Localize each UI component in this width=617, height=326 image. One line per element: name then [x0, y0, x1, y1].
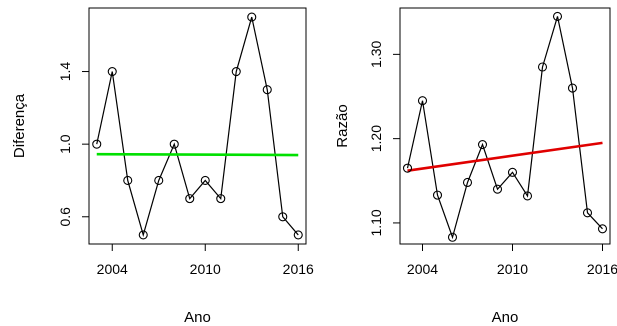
data-point — [154, 175, 164, 186]
data-point — [107, 66, 117, 77]
data-point — [231, 66, 241, 77]
data-point — [169, 139, 179, 149]
data-point — [402, 163, 413, 173]
series-line — [406, 16, 603, 240]
data-point — [597, 224, 608, 234]
plot-frame — [399, 7, 611, 245]
data-point — [462, 177, 473, 188]
data-point — [293, 230, 303, 240]
data-point — [278, 212, 288, 222]
data-point — [492, 184, 503, 194]
y-tick-label: 1.30 — [368, 41, 384, 68]
trend-line — [407, 141, 603, 172]
data-point — [92, 139, 102, 149]
x-tick-label: 2010 — [497, 261, 528, 277]
data-point — [432, 190, 443, 200]
data-point — [247, 12, 257, 22]
x-tick-label: 2016 — [283, 261, 314, 277]
y-axis-title: Diferença — [11, 93, 28, 158]
x-axis-title: Ano — [184, 309, 211, 326]
plot-frame — [88, 7, 307, 245]
y-axis-title: Razão — [334, 104, 351, 147]
data-point — [552, 11, 563, 21]
x-tick-label: 2010 — [190, 261, 221, 277]
data-point — [507, 167, 518, 177]
y-tick-label: 1.4 — [57, 62, 73, 82]
data-point — [567, 83, 578, 93]
data-point — [185, 194, 195, 204]
y-tick-label: 1.20 — [368, 125, 384, 152]
chart-panel-diferenca: 2004 2010 2016 0.6 1.0 1.4 Ano Diferença — [11, 7, 314, 326]
data-point — [417, 96, 428, 106]
data-point — [138, 230, 148, 240]
data-point — [262, 85, 272, 95]
trend-line — [96, 152, 299, 157]
data-point — [200, 175, 210, 186]
x-tick-label: 2016 — [587, 261, 617, 277]
x-tick-label: 2004 — [407, 261, 438, 277]
data-point — [477, 139, 488, 150]
y-tick-label: 1.10 — [368, 209, 384, 236]
data-point — [582, 208, 593, 218]
data-point — [216, 194, 226, 204]
x-tick-label: 2004 — [97, 261, 128, 277]
data-point — [522, 191, 533, 201]
chart-panel-razao: 2004 2010 2016 1.10 1.20 1.30 Ano Razão — [334, 7, 617, 326]
y-tick-label: 1.0 — [57, 134, 73, 154]
data-point — [537, 62, 548, 72]
series-line — [96, 16, 299, 238]
x-axis-title: Ano — [492, 309, 519, 326]
y-tick-label: 0.6 — [57, 207, 73, 227]
data-point — [447, 232, 458, 242]
data-point — [123, 175, 133, 186]
